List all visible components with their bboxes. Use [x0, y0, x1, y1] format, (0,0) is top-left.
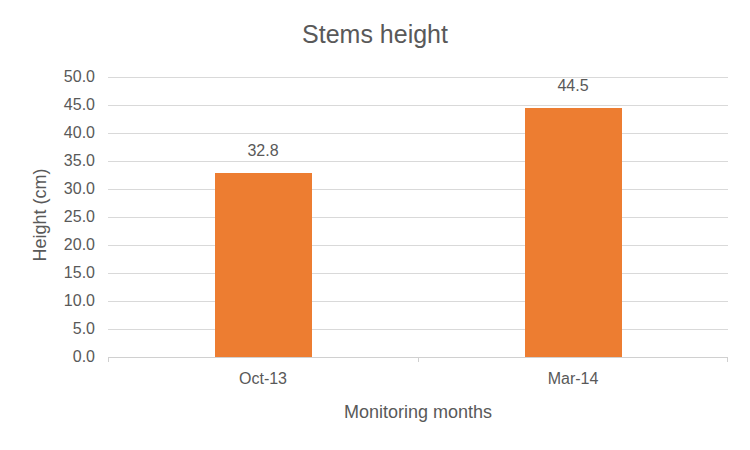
x-axis-tick-mark [108, 357, 109, 362]
gridline [108, 105, 728, 106]
bar-oct-13 [215, 173, 312, 357]
gridline [108, 217, 728, 218]
y-axis-tick-label: 15.0 [25, 264, 95, 282]
y-axis-tick-label: 50.0 [25, 68, 95, 86]
y-axis-tick-label: 0.0 [25, 348, 95, 366]
bar-mar-14 [525, 108, 622, 357]
y-axis-tick-label: 20.0 [25, 236, 95, 254]
x-axis-tick-label: Oct-13 [188, 369, 338, 389]
gridline [108, 161, 728, 162]
data-label: 44.5 [525, 76, 621, 96]
gridline [108, 133, 728, 134]
gridline [108, 301, 728, 302]
x-axis-tick-mark [418, 357, 419, 362]
gridline [108, 273, 728, 274]
gridline [108, 189, 728, 190]
plot-area: 32.8 44.5 [108, 77, 728, 358]
y-axis-tick-label: 5.0 [25, 320, 95, 338]
x-axis-tick-mark [727, 357, 728, 362]
gridline [108, 329, 728, 330]
bar-chart: Stems height Height (cm) 0.05.010.015.02… [0, 0, 750, 450]
data-label: 32.8 [215, 141, 311, 161]
x-axis-tick-label: Mar-14 [498, 369, 648, 389]
y-axis-tick-label: 45.0 [25, 96, 95, 114]
y-axis-tick-label: 30.0 [25, 180, 95, 198]
y-axis-tick-label: 35.0 [25, 152, 95, 170]
gridline [108, 77, 728, 78]
y-axis-tick-label: 10.0 [25, 292, 95, 310]
x-axis-title: Monitoring months [108, 401, 728, 423]
y-axis-tick-label: 40.0 [25, 124, 95, 142]
gridline [108, 245, 728, 246]
chart-title: Stems height [0, 19, 750, 49]
y-axis-tick-label: 25.0 [25, 208, 95, 226]
